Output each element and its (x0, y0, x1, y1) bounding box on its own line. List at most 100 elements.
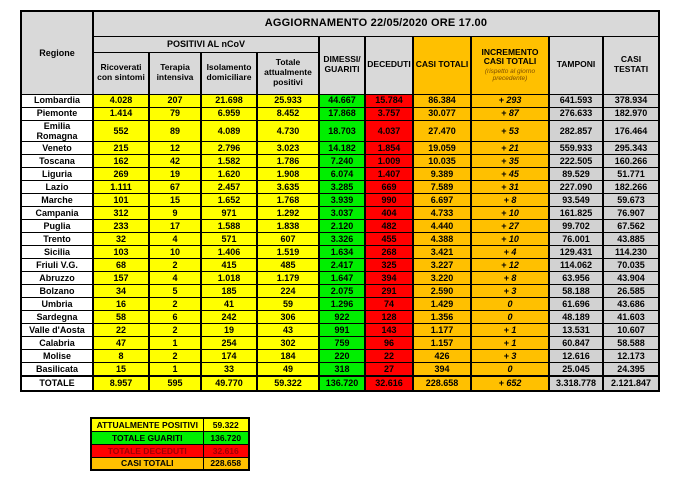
cell-incremento: + 53 (470, 119, 550, 143)
cell-incremento: + 10 (470, 232, 550, 247)
region-row: Basilicata 15 1 33 49 318 27 394 0 25.045 24.395 (20, 362, 660, 377)
cell-totale-positivi: 3.023 (256, 141, 320, 156)
cell-deceduti: 291 (364, 284, 414, 299)
cell-dimessi-guariti: 922 (318, 310, 366, 325)
cell-casi-testati: 176.464 (602, 119, 660, 143)
cell-tamponi: 129.431 (548, 245, 604, 260)
cell-dimessi-guariti: 3.939 (318, 193, 366, 208)
cell-dimessi-guariti: 2.075 (318, 284, 366, 299)
region-row: Campania 312 9 971 1.292 3.037 404 4.733 + 10 161… (20, 206, 660, 221)
region-row: Marche 101 15 1.652 1.768 3.939 990 6.697 + 8 93.… (20, 193, 660, 208)
cell-ricoverati: 312 (92, 206, 150, 221)
cell-dimessi-guariti: 3.326 (318, 232, 366, 247)
cell-terapia-intensiva: 2 (148, 297, 202, 312)
cell-terapia-intensiva: 207 (148, 93, 202, 108)
cell-casi-totali: 1.157 (412, 336, 472, 351)
cell-terapia-intensiva: 42 (148, 154, 202, 169)
cell-casi-testati: 76.907 (602, 206, 660, 221)
cell-casi-testati: 67.562 (602, 219, 660, 234)
cell-terapia-intensiva: 19 (148, 167, 202, 182)
cell-dimessi-guariti: 759 (318, 336, 366, 351)
cell-terapia-intensiva: 595 (148, 374, 202, 392)
summary-row: ATTUALMENTE POSITIVI 59.322 (90, 417, 250, 432)
cell-totale-positivi: 43 (256, 323, 320, 338)
cell-incremento: + 21 (470, 141, 550, 156)
cell-incremento: + 293 (470, 93, 550, 108)
cell-casi-totali: 7.589 (412, 180, 472, 195)
cell-ricoverati: 4.028 (92, 93, 150, 108)
cell-deceduti: 128 (364, 310, 414, 325)
cell-incremento: + 12 (470, 258, 550, 273)
cell-tamponi: 12.616 (548, 349, 604, 364)
region-name: Sicilia (20, 245, 94, 260)
cell-incremento: 0 (470, 362, 550, 377)
cell-tamponi: 63.956 (548, 271, 604, 286)
cell-isolamento: 971 (200, 206, 258, 221)
cell-terapia-intensiva: 5 (148, 284, 202, 299)
region-row: Lombardia 4.028 207 21.698 25.933 44.667 15.78… (20, 93, 660, 108)
cell-dimessi-guariti: 2.417 (318, 258, 366, 273)
cell-tamponi: 276.633 (548, 106, 604, 121)
cell-terapia-intensiva: 4 (148, 232, 202, 247)
cell-isolamento: 1.406 (200, 245, 258, 260)
region-column-header: Regione (20, 10, 94, 95)
region-row: Piemonte 1.414 79 6.959 8.452 17.868 3.757 30.0… (20, 106, 660, 121)
cell-terapia-intensiva: 79 (148, 106, 202, 121)
cell-tamponi: 25.045 (548, 362, 604, 377)
region-row: Trento 32 4 571 607 3.326 455 4.388 + 10 76.001 43… (20, 232, 660, 247)
summary-row: CASI TOTALI 228.658 (90, 456, 250, 471)
cell-totale-positivi: 59 (256, 297, 320, 312)
incremento-header-label: INCREMENTO CASI TOTALI (481, 46, 539, 67)
cell-ricoverati: 233 (92, 219, 150, 234)
cell-totale-positivi: 1.838 (256, 219, 320, 234)
region-name: Molise (20, 349, 94, 364)
cell-dimessi-guariti: 3.285 (318, 180, 366, 195)
summary-value: 32.616 (202, 443, 250, 458)
region-row: Sardegna 58 6 242 306 922 128 1.356 0 48.189 41.60… (20, 310, 660, 325)
cell-deceduti: 394 (364, 271, 414, 286)
column-header-ricoverati: Ricoverati con sintomi (92, 51, 150, 95)
column-header-totale-positivi: Totale attualmente positivi (256, 51, 320, 95)
cell-isolamento: 4.089 (200, 119, 258, 143)
cell-incremento: + 4 (470, 245, 550, 260)
region-row: Liguria 269 19 1.620 1.908 6.074 1.407 9.389 + 4… (20, 167, 660, 182)
cell-isolamento: 2.457 (200, 180, 258, 195)
cell-tamponi: 222.505 (548, 154, 604, 169)
column-header-isolamento: Isolamento domiciliare (200, 51, 258, 95)
cell-totale-positivi: 25.933 (256, 93, 320, 108)
cell-ricoverati: 103 (92, 245, 150, 260)
cell-dimessi-guariti: 1.296 (318, 297, 366, 312)
cell-totale-positivi: 607 (256, 232, 320, 247)
cell-casi-testati: 43.686 (602, 297, 660, 312)
cell-terapia-intensiva: 2 (148, 323, 202, 338)
region-name: Liguria (20, 167, 94, 182)
column-header-casi-totali: CASI TOTALI (412, 35, 472, 95)
cell-isolamento: 33 (200, 362, 258, 377)
cell-tamponi: 3.318.778 (548, 374, 604, 392)
summary-row: TOTALE GUARITI 136.720 (90, 430, 250, 445)
region-name: Emilia Romagna (20, 119, 94, 143)
cell-incremento: + 1 (470, 323, 550, 338)
cell-casi-testati: 59.673 (602, 193, 660, 208)
cell-tamponi: 227.090 (548, 180, 604, 195)
cell-casi-totali: 4.440 (412, 219, 472, 234)
summary-label: ATTUALMENTE POSITIVI (90, 417, 204, 432)
cell-totale-positivi: 1.292 (256, 206, 320, 221)
region-name: Lombardia (20, 93, 94, 108)
cell-dimessi-guariti: 14.182 (318, 141, 366, 156)
cell-incremento: + 45 (470, 167, 550, 182)
cell-casi-totali: 1.429 (412, 297, 472, 312)
region-row: Calabria 47 1 254 302 759 96 1.157 + 1 60.847 58.5… (20, 336, 660, 351)
cell-incremento: + 8 (470, 271, 550, 286)
region-name: Abruzzo (20, 271, 94, 286)
incremento-header-note: (rispetto al giorno precedente) (484, 68, 536, 83)
cell-deceduti: 96 (364, 336, 414, 351)
cell-incremento: 0 (470, 310, 550, 325)
cell-casi-testati: 182.266 (602, 180, 660, 195)
cell-dimessi-guariti: 18.703 (318, 119, 366, 143)
cell-tamponi: 13.531 (548, 323, 604, 338)
cell-isolamento: 49.770 (200, 374, 258, 392)
cell-dimessi-guariti: 3.037 (318, 206, 366, 221)
cell-deceduti: 404 (364, 206, 414, 221)
